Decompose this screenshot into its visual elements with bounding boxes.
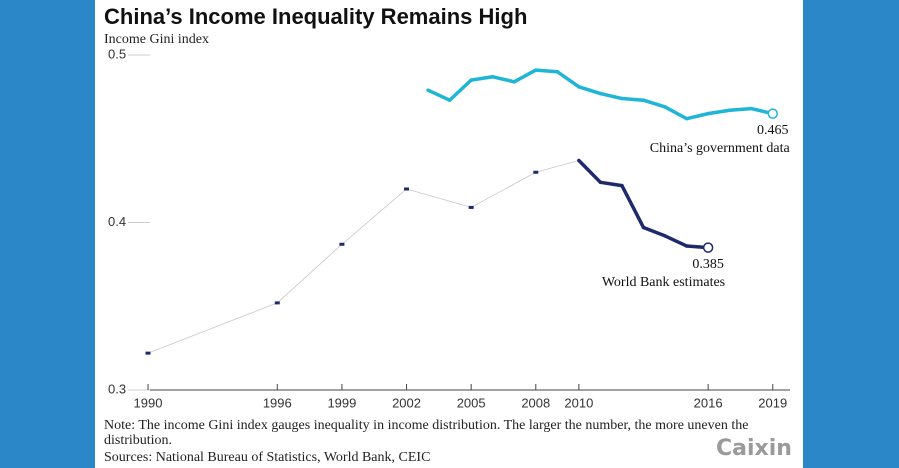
point bbox=[577, 159, 581, 163]
line-segment bbox=[555, 70, 581, 89]
x-tick-label: 2019 bbox=[758, 395, 787, 410]
line-segment bbox=[663, 234, 689, 248]
connector-line bbox=[341, 188, 407, 245]
point bbox=[145, 351, 151, 355]
line-segment bbox=[512, 68, 538, 84]
line-segment bbox=[598, 180, 624, 188]
connector-line bbox=[470, 171, 537, 208]
line-segment bbox=[534, 68, 560, 74]
sources: Sources: National Bureau of Statistics, … bbox=[104, 450, 431, 465]
line-segment bbox=[684, 111, 710, 121]
y-tick-label: 0.3 bbox=[108, 381, 126, 396]
point bbox=[533, 170, 539, 174]
point bbox=[663, 105, 667, 109]
chart-title: China’s Income Inequality Remains High bbox=[104, 4, 527, 29]
x-tick-label: 1990 bbox=[134, 395, 163, 410]
line-segment bbox=[490, 75, 516, 84]
point bbox=[642, 226, 646, 230]
point bbox=[663, 234, 667, 238]
series-label: World Bank estimates bbox=[602, 275, 725, 290]
line-segment bbox=[620, 183, 646, 230]
point bbox=[620, 97, 624, 101]
point bbox=[468, 205, 474, 209]
connector-line bbox=[406, 188, 472, 208]
end-marker bbox=[767, 108, 779, 119]
point bbox=[685, 244, 689, 248]
point bbox=[512, 80, 516, 84]
connector-line bbox=[535, 160, 580, 173]
x-tick-label: 2016 bbox=[694, 395, 723, 410]
note: Note: The income Gini index gauges inequ… bbox=[104, 418, 749, 448]
point bbox=[642, 98, 646, 102]
point bbox=[706, 112, 710, 116]
line-segment bbox=[706, 108, 732, 116]
x-tick-label: 2005 bbox=[457, 395, 486, 410]
line-segment bbox=[469, 75, 495, 82]
chart-subtitle: Income Gini index bbox=[104, 32, 209, 47]
line-segment bbox=[620, 96, 646, 102]
line-segment bbox=[426, 88, 452, 102]
y-tick-label: 0.4 bbox=[108, 214, 126, 229]
series-label: China’s government data bbox=[650, 141, 791, 156]
line-segment bbox=[641, 225, 667, 238]
point bbox=[426, 88, 430, 92]
point bbox=[491, 75, 495, 79]
value-label: 0.465 bbox=[757, 123, 789, 138]
point bbox=[555, 70, 559, 74]
point bbox=[448, 98, 452, 102]
y-tick-label: 0.5 bbox=[108, 46, 126, 61]
point bbox=[620, 184, 624, 188]
point bbox=[469, 78, 473, 82]
point bbox=[534, 68, 538, 72]
line-segment bbox=[577, 85, 603, 96]
point bbox=[404, 187, 410, 191]
connector-line bbox=[276, 243, 343, 304]
point bbox=[685, 117, 689, 121]
line-segment bbox=[641, 98, 667, 109]
x-tick-label: 2008 bbox=[521, 395, 550, 410]
x-tick-label: 2002 bbox=[392, 395, 421, 410]
line-segment bbox=[577, 158, 603, 185]
line-segment bbox=[447, 78, 473, 102]
line-segment bbox=[663, 105, 689, 121]
point bbox=[598, 92, 602, 96]
x-tick-label: 1996 bbox=[263, 395, 292, 410]
x-tick-label: 2010 bbox=[564, 395, 593, 410]
point bbox=[598, 180, 602, 184]
point bbox=[577, 85, 581, 89]
point bbox=[274, 301, 280, 305]
connector-line bbox=[147, 302, 278, 354]
line-segment bbox=[598, 91, 624, 101]
x-tick-label: 1999 bbox=[327, 395, 356, 410]
point bbox=[749, 107, 753, 111]
point bbox=[728, 108, 732, 112]
line-segment bbox=[727, 106, 753, 113]
brand-logo: Caixin bbox=[716, 436, 792, 461]
point bbox=[339, 242, 345, 246]
end-marker bbox=[702, 242, 714, 253]
value-label: 0.385 bbox=[692, 257, 724, 272]
